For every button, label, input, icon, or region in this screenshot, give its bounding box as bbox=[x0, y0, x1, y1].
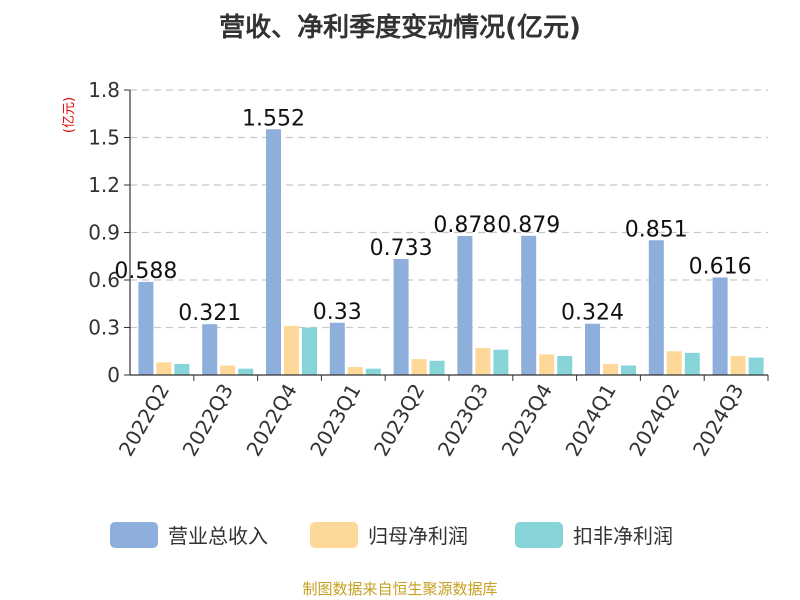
x-tick-label: 2022Q3 bbox=[178, 380, 238, 461]
data-label: 0.879 bbox=[497, 213, 560, 238]
bar bbox=[202, 324, 218, 375]
x-axis-ticks: 2022Q2 2022Q3 2022Q4 2023Q1 2023Q2 2023Q3 2023… bbox=[114, 375, 769, 461]
grid-lines bbox=[130, 89, 768, 329]
data-label: 0.851 bbox=[625, 217, 688, 242]
x-tick-label: 2023Q4 bbox=[497, 380, 557, 461]
bar bbox=[220, 365, 236, 375]
bar bbox=[411, 359, 427, 375]
y-tick-label: 0.9 bbox=[88, 221, 120, 245]
data-label: 1.552 bbox=[242, 106, 305, 131]
x-tick-label: 2022Q4 bbox=[241, 380, 301, 461]
x-tick-label: 2023Q3 bbox=[433, 380, 493, 461]
bar bbox=[539, 354, 555, 375]
y-tick-label: 0.6 bbox=[88, 268, 120, 292]
data-label: 0.733 bbox=[370, 236, 433, 261]
bar bbox=[666, 351, 682, 375]
bar bbox=[429, 360, 445, 375]
y-tick-label: 1.8 bbox=[88, 78, 120, 102]
bar bbox=[521, 235, 537, 375]
bar bbox=[475, 348, 491, 375]
y-tick-label: 0.3 bbox=[88, 316, 120, 340]
bar bbox=[266, 129, 281, 375]
y-tick-label: 1.2 bbox=[88, 173, 120, 197]
x-tick-label: 2024Q2 bbox=[624, 380, 684, 461]
source-note: 制图数据来自恒生聚源数据库 bbox=[302, 580, 497, 598]
bar bbox=[493, 349, 509, 375]
bar bbox=[238, 368, 254, 375]
bar bbox=[712, 277, 728, 375]
data-label: 0.33 bbox=[313, 300, 362, 325]
bar bbox=[621, 365, 636, 375]
bar bbox=[557, 356, 573, 375]
legend-swatch bbox=[110, 522, 158, 548]
bar bbox=[648, 240, 664, 375]
y-axis-ticks: 0 0.3 0.6 0.9 1.2 1.5 1.8 bbox=[88, 78, 130, 387]
bars bbox=[138, 129, 764, 375]
x-tick-label: 2024Q3 bbox=[688, 380, 748, 461]
chart-title: 营收、净利季度变动情况(亿元) bbox=[219, 12, 581, 43]
bar bbox=[457, 235, 473, 375]
data-label: 0.321 bbox=[178, 301, 241, 326]
bar bbox=[730, 356, 746, 375]
legend-label: 归母净利润 bbox=[368, 524, 468, 548]
y-axis-unit: (亿元) bbox=[62, 97, 77, 133]
bar bbox=[302, 327, 317, 375]
data-label: 0.878 bbox=[433, 213, 496, 238]
data-label: 0.616 bbox=[689, 254, 752, 279]
legend-label: 扣非净利润 bbox=[573, 524, 673, 548]
bar bbox=[684, 352, 700, 375]
y-tick-label: 1.5 bbox=[88, 126, 120, 150]
x-tick-label: 2023Q1 bbox=[305, 380, 365, 461]
bar bbox=[748, 357, 764, 375]
bar bbox=[174, 363, 190, 375]
bar bbox=[603, 363, 618, 375]
bar bbox=[329, 322, 345, 375]
bar bbox=[393, 258, 409, 375]
data-label: 0.588 bbox=[114, 259, 177, 284]
bar bbox=[284, 325, 299, 375]
legend-swatch bbox=[310, 522, 358, 548]
bar bbox=[156, 362, 172, 375]
legend-label: 营业总收入 bbox=[168, 524, 268, 548]
bar bbox=[138, 281, 154, 375]
bar bbox=[365, 368, 381, 375]
legend: 营业总收入 归母净利润 扣非净利润 bbox=[110, 522, 673, 548]
x-tick-label: 2024Q1 bbox=[560, 380, 620, 461]
bar bbox=[347, 367, 363, 375]
x-tick-label: 2023Q2 bbox=[369, 380, 429, 461]
bar bbox=[585, 323, 600, 375]
data-label: 0.324 bbox=[561, 301, 624, 326]
x-tick-label: 2022Q2 bbox=[114, 380, 174, 461]
y-tick-label: 0 bbox=[107, 363, 120, 387]
legend-swatch bbox=[515, 522, 563, 548]
